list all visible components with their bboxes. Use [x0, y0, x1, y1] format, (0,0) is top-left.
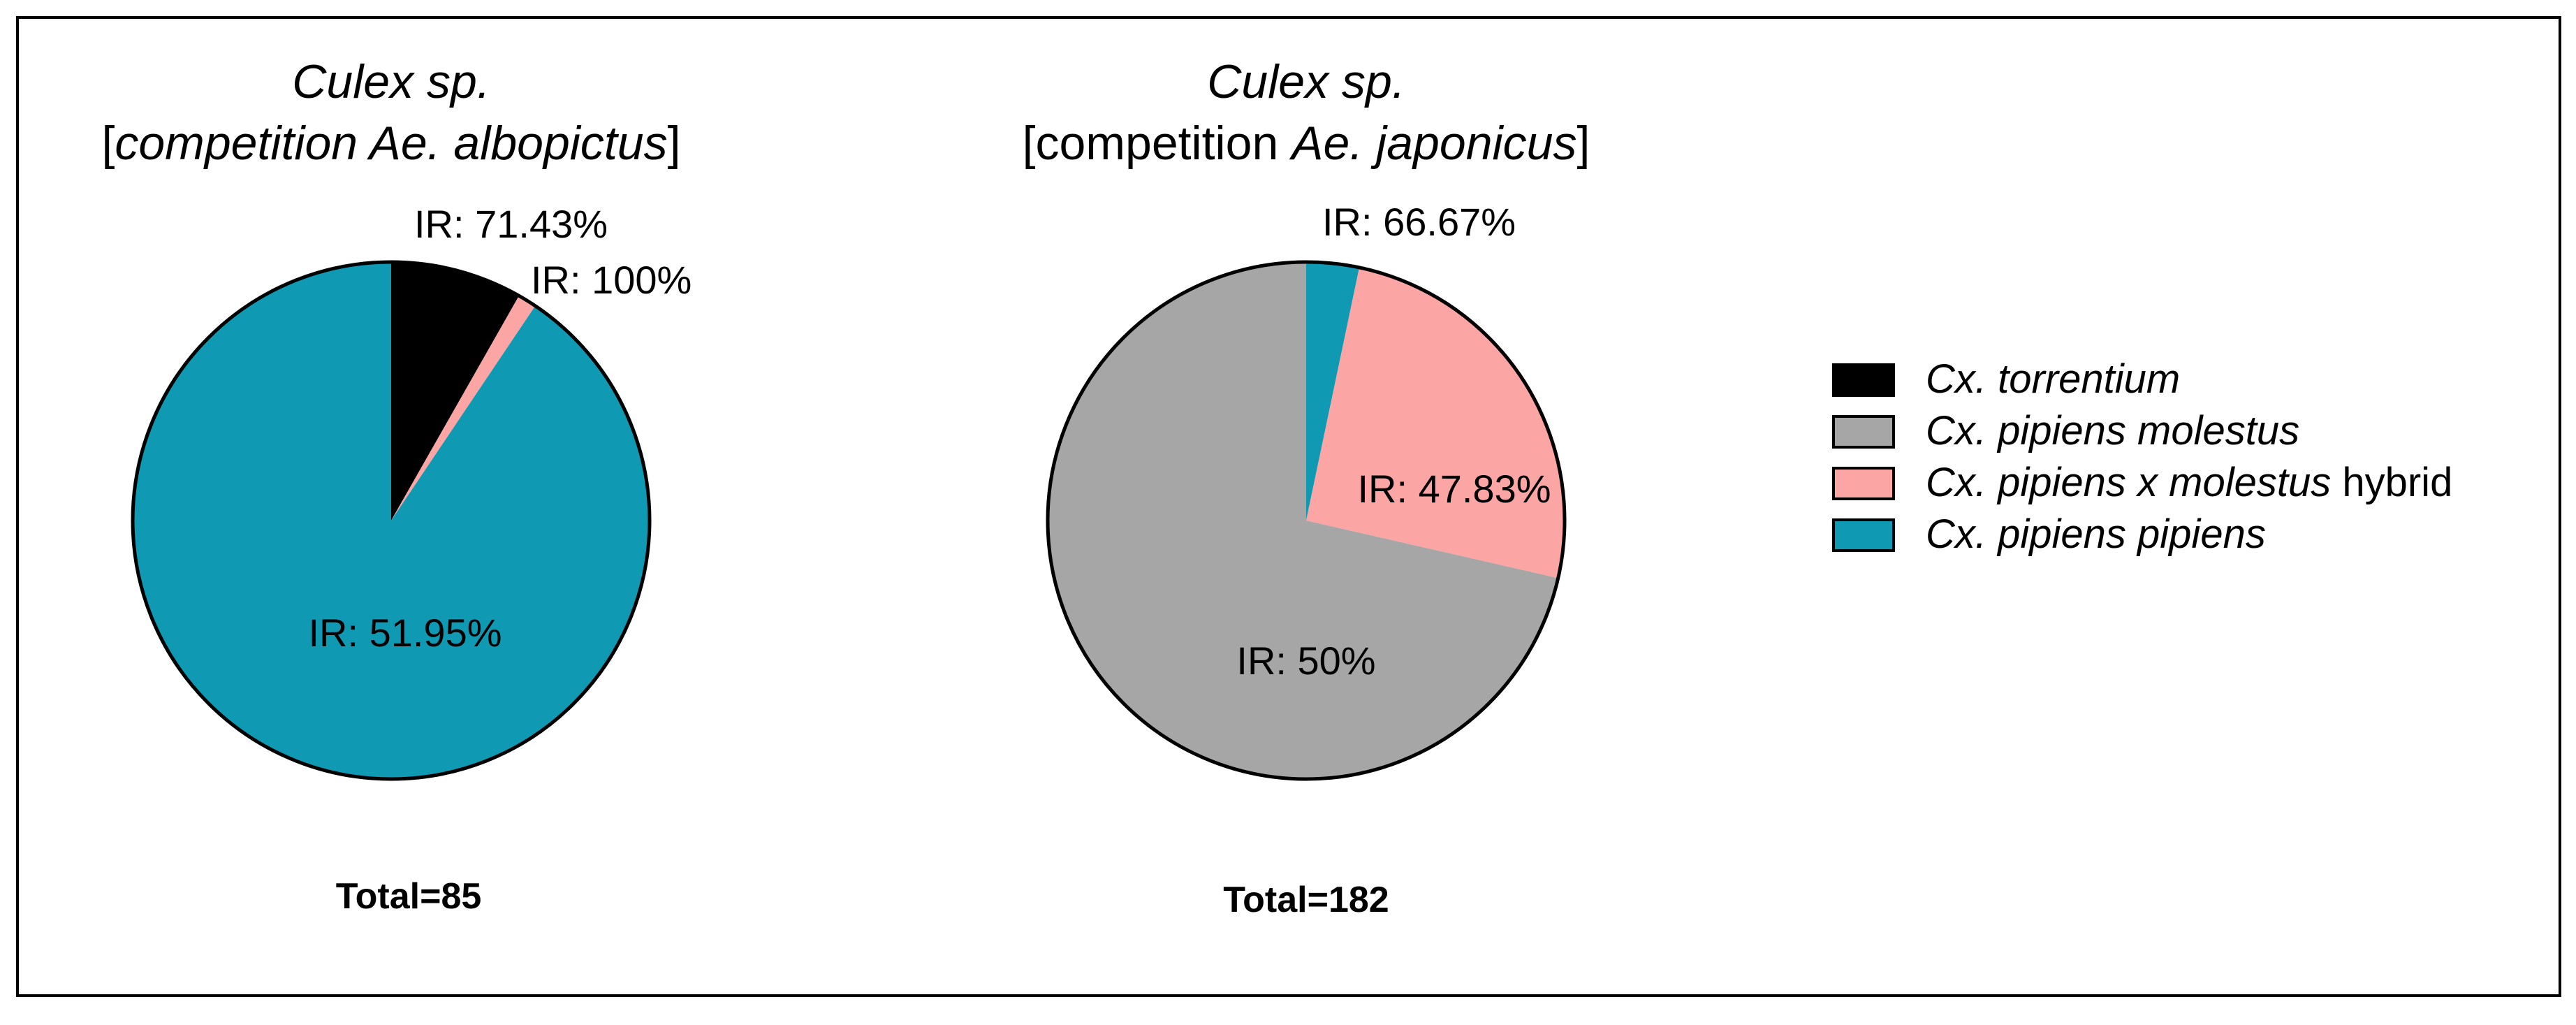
pie-chart-1: Culex sp. [competition Ae. albopictus] IR:… [101, 55, 691, 917]
text-part: Cx. torrentium [1926, 356, 2180, 402]
pie-title-line: Culex sp. [1207, 55, 1405, 108]
slice-label: IR: 100% [531, 258, 691, 302]
pie-outline [131, 260, 652, 781]
text-part: Cx. pipiens molestus [1926, 408, 2299, 453]
pie-title-line: [competition Ae. albopictus] [101, 117, 680, 170]
text-part: [competition [1023, 117, 1292, 170]
slice-label: IR: 66.67% [1322, 200, 1516, 244]
pie-slice [391, 296, 536, 521]
text-part: Culex sp. [292, 55, 490, 108]
legend-label: Cx. pipiens x molestus hybrid [1926, 460, 2452, 505]
text-part: Ae. japonicus [1289, 117, 1576, 170]
legend: Cx. torrentium Cx. pipiens molestus Cx. pi… [1832, 356, 2452, 557]
pie-chart-2: Culex sp. [competition Ae. japonicus] IR: … [1023, 55, 1590, 920]
pie-slice [133, 262, 650, 780]
pies-layer: Culex sp. [competition Ae. albopictus] IR:… [101, 55, 1590, 920]
slice-label: IR: 47.83% [1357, 467, 1551, 511]
slice-label: IR: 51.95% [308, 611, 502, 655]
text-part: hybrid [2331, 460, 2452, 505]
text-part: competition Ae. albopictus [115, 117, 667, 170]
text-part: Culex sp. [1207, 55, 1405, 108]
legend-label: Cx. pipiens pipiens [1926, 511, 2266, 557]
legend-swatch [1832, 363, 1895, 397]
legend-item: Cx. pipiens pipiens [1832, 511, 2266, 557]
legend-label: Cx. torrentium [1926, 356, 2180, 402]
text-part: ] [1576, 117, 1590, 170]
pie-slice [391, 262, 520, 521]
pie-slice [1306, 262, 1360, 521]
pie-title-line: [competition Ae. japonicus] [1023, 117, 1590, 170]
total-label: Total=182 [1223, 880, 1389, 920]
pie-slice [1306, 267, 1565, 579]
legend-swatch [1832, 518, 1895, 552]
text-part: ] [668, 117, 681, 170]
text-part: [ [101, 117, 115, 170]
legend-item: Cx. pipiens molestus [1832, 408, 2299, 453]
pie-title-line: Culex sp. [292, 55, 490, 108]
text-part: Cx. pipiens pipiens [1926, 511, 2266, 557]
legend-item: Cx. pipiens x molestus hybrid [1832, 460, 2452, 505]
legend-swatch [1832, 415, 1895, 449]
total-label: Total=85 [336, 876, 482, 917]
slice-label: IR: 50% [1236, 639, 1375, 683]
text-part: Cx. pipiens x molestus [1926, 460, 2331, 505]
legend-label: Cx. pipiens molestus [1926, 408, 2299, 453]
legend-item: Cx. torrentium [1832, 356, 2180, 402]
slice-label: IR: 71.43% [414, 202, 608, 246]
legend-swatch [1832, 467, 1895, 500]
pie-slice [1048, 262, 1558, 779]
pie-outline [1046, 260, 1567, 781]
